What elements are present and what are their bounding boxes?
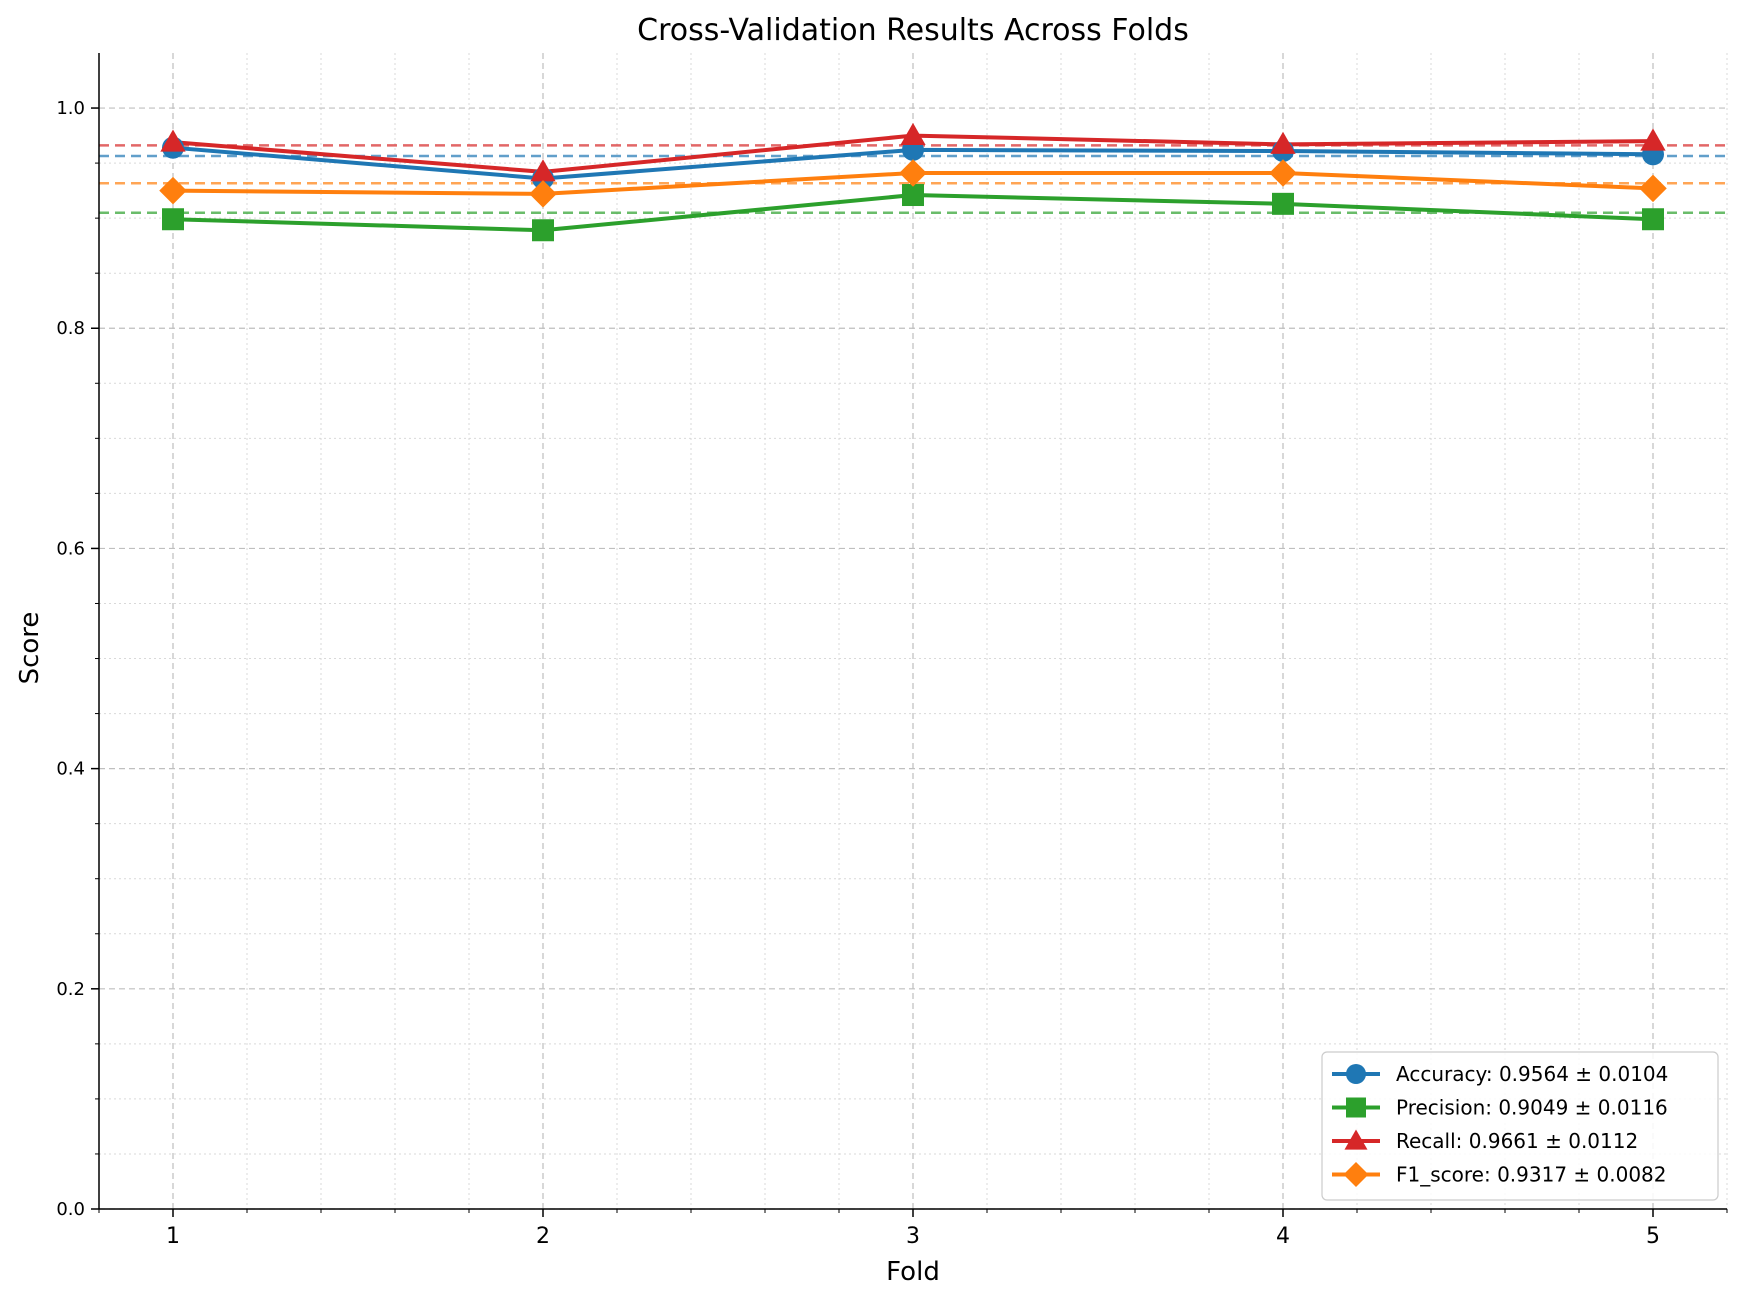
chart-title: Cross-Validation Results Across Folds <box>637 13 1189 48</box>
data-point-recall <box>1640 128 1666 151</box>
legend-swatch-marker <box>1344 1129 1368 1150</box>
x-tick-label: 4 <box>1276 1224 1290 1249</box>
x-tick-label: 2 <box>536 1224 550 1249</box>
data-point-recall <box>1270 131 1296 154</box>
legend-label-accuracy: Accuracy: 0.9564 ± 0.0104 <box>1396 1062 1668 1086</box>
data-point-precision <box>1642 208 1664 231</box>
y-tick-label: 0.0 <box>56 1199 85 1220</box>
y-tick-label: 0.6 <box>56 538 85 559</box>
data-point-precision <box>532 219 554 242</box>
legend-label-recall: Recall: 0.9661 ± 0.0112 <box>1396 1129 1638 1153</box>
y-axis-label: Score <box>15 612 45 685</box>
legend-label-f1_score: F1_score: 0.9317 ± 0.0082 <box>1396 1163 1667 1187</box>
legend-frame <box>1321 1051 1719 1201</box>
data-point-recall <box>530 159 556 182</box>
y-tick-label: 0.8 <box>56 318 85 339</box>
ticks: 0.0 0.2 0.4 0.6 0.8 1.0 1 2 3 4 5 <box>56 98 1728 1249</box>
series-markers <box>159 122 1667 242</box>
x-tick-label: 1 <box>166 1224 180 1249</box>
data-point-recall <box>160 129 186 152</box>
legend-swatch-marker <box>1346 1064 1366 1084</box>
y-tick-label: 0.4 <box>56 759 85 780</box>
major-grid <box>99 53 1727 1210</box>
data-point-f1_score <box>529 180 557 208</box>
legend-swatch-marker <box>1343 1162 1369 1187</box>
data-point-precision <box>162 208 184 231</box>
data-point-recall <box>900 122 926 146</box>
data-point-f1_score <box>1639 174 1667 203</box>
y-tick-label: 0.2 <box>56 979 85 1000</box>
x-axis-label: Fold <box>886 1257 940 1287</box>
legend: Accuracy: 0.9564 ± 0.0104 Precision: 0.90… <box>1321 1051 1719 1201</box>
data-point-f1_score <box>1269 159 1297 187</box>
data-point-f1_score <box>159 176 187 205</box>
data-point-f1_score <box>899 159 927 187</box>
x-tick-label: 5 <box>1646 1224 1660 1249</box>
data-point-precision <box>1272 192 1294 215</box>
data-point-precision <box>902 184 924 207</box>
legend-swatch-marker <box>1346 1097 1366 1118</box>
legend-label-precision: Precision: 0.9049 ± 0.0116 <box>1396 1096 1668 1120</box>
y-tick-label: 1.0 <box>56 98 85 119</box>
x-tick-label: 3 <box>906 1224 920 1249</box>
